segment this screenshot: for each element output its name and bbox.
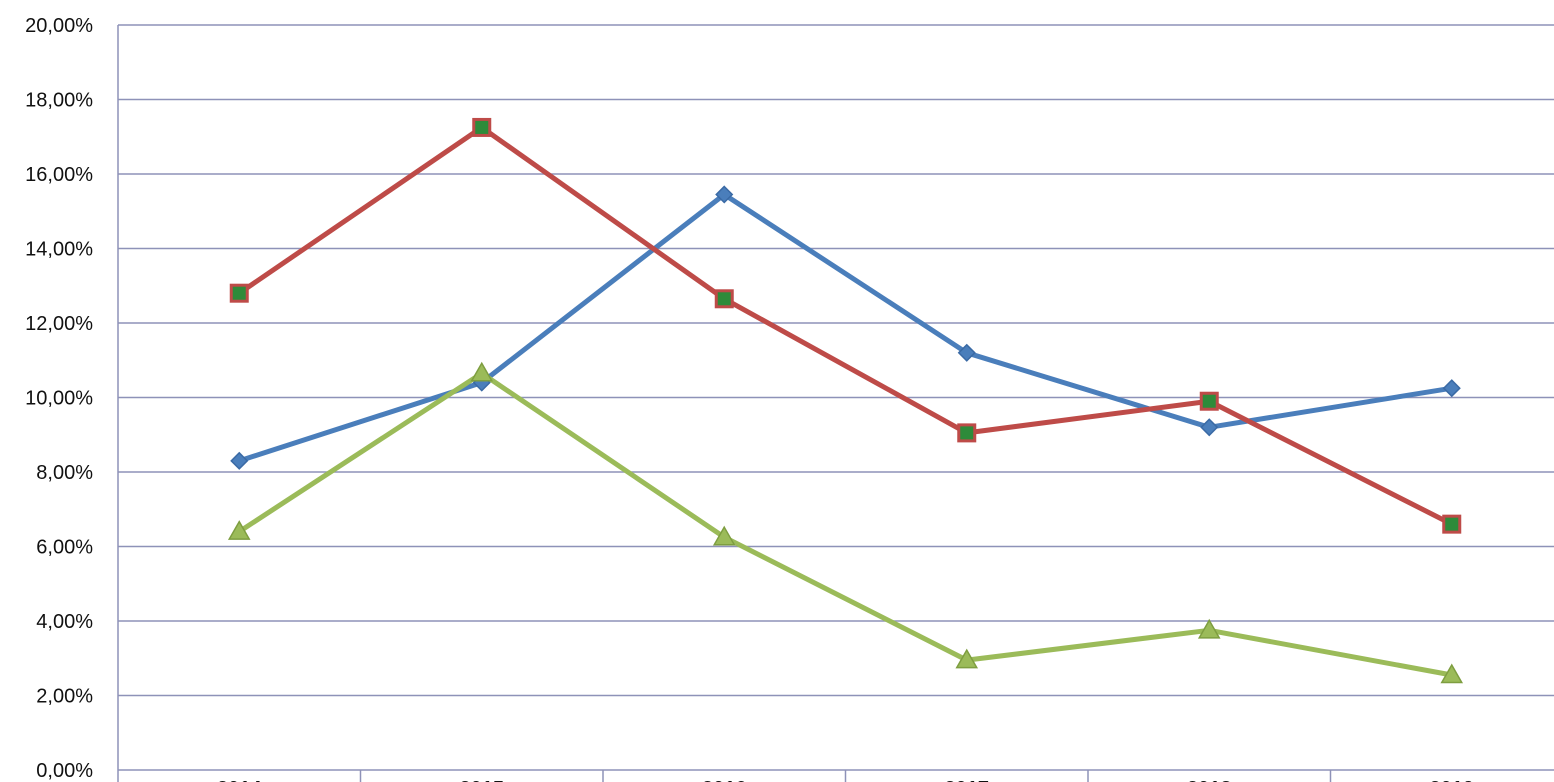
series xyxy=(227,117,1464,684)
data-point-square xyxy=(714,289,734,309)
series-1 xyxy=(230,185,1461,470)
data-point-diamond xyxy=(230,451,249,470)
data-point-triangle xyxy=(955,648,979,669)
y-tick-label: 20,00% xyxy=(25,15,93,37)
y-tick-label: 12,00% xyxy=(25,313,93,335)
series-line xyxy=(236,124,1455,527)
data-point-square xyxy=(1199,391,1219,411)
x-tick-label: 2019 xyxy=(1430,778,1475,782)
y-tick-label: 2,00% xyxy=(36,686,93,708)
series-3 xyxy=(227,361,1464,684)
x-tick-label: 2016 xyxy=(702,778,747,782)
y-tick-label: 8,00% xyxy=(36,462,93,484)
y-tick-label: 18,00% xyxy=(25,90,93,112)
data-point-diamond xyxy=(957,343,976,362)
data-point-square xyxy=(472,117,492,137)
y-tick-label: 14,00% xyxy=(25,239,93,261)
series-line xyxy=(236,191,1455,464)
x-tick-labels: 2014 2015 2016 2017 2018 2019 xyxy=(217,778,1474,782)
data-point-triangle xyxy=(1440,663,1464,684)
data-point-diamond xyxy=(715,185,734,204)
y-tick-label: 16,00% xyxy=(25,164,93,186)
data-point-diamond xyxy=(1200,418,1219,437)
data-point-triangle xyxy=(227,520,251,540)
y-tick-label: 0,00% xyxy=(36,760,93,782)
y-tick-label: 4,00% xyxy=(36,611,93,633)
data-point-square xyxy=(1442,514,1462,534)
x-tick-label: 2015 xyxy=(460,778,505,782)
y-tick-labels: 0,00% 2,00% 4,00% 6,00% 8,00% 10,00% 12,00% 14,… xyxy=(25,15,93,782)
data-point-triangle xyxy=(470,361,494,382)
data-point-triangle xyxy=(1197,618,1221,639)
x-tick-label: 2014 xyxy=(217,778,262,782)
data-point-square xyxy=(229,283,249,303)
y-tick-label: 10,00% xyxy=(25,388,93,410)
data-point-triangle xyxy=(712,525,736,546)
y-tick-label: 6,00% xyxy=(36,537,93,559)
series-2 xyxy=(229,117,1462,534)
x-tick-label: 2018 xyxy=(1187,778,1232,782)
data-point-diamond xyxy=(1442,379,1461,398)
gridlines xyxy=(118,24,1554,771)
x-tick-label: 2017 xyxy=(945,778,990,782)
series-line xyxy=(236,370,1455,678)
axes xyxy=(117,25,1332,782)
data-point-square xyxy=(957,423,977,443)
